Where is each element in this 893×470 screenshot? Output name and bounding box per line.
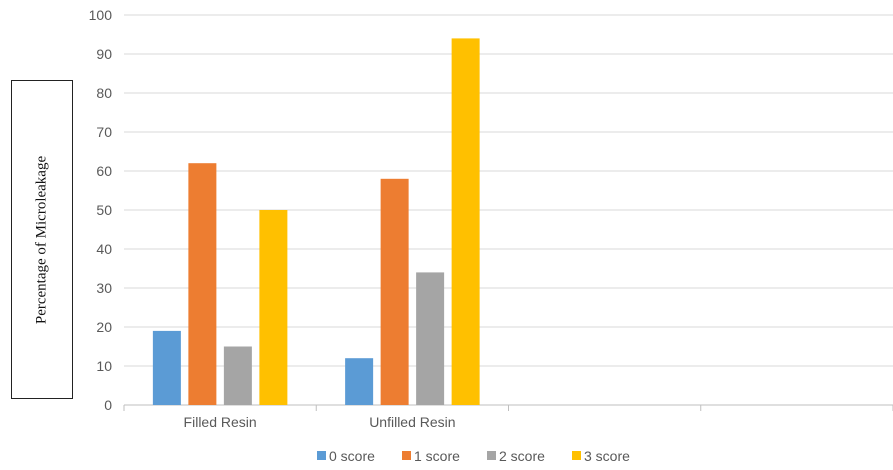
bar-3-score-1: [451, 38, 480, 406]
x-tick-label: Unfilled Resin: [369, 414, 455, 430]
x-tick-label: Filled Resin: [184, 414, 257, 430]
bar-2-score-0: [223, 346, 252, 405]
bar-1-score-0: [188, 163, 217, 405]
y-tick-label: 80: [96, 85, 112, 101]
y-tick-label: 100: [89, 7, 113, 23]
y-tick-label: 30: [96, 280, 112, 296]
legend-swatch: [572, 451, 581, 460]
legend-swatch: [317, 451, 326, 460]
y-tick-label: 20: [96, 319, 112, 335]
y-tick-label: 60: [96, 163, 112, 179]
bar-3-score-0: [259, 210, 288, 405]
bar-2-score-1: [416, 272, 445, 405]
legend-swatch: [487, 451, 496, 460]
y-tick-label: 50: [96, 202, 112, 218]
legend-label: 2 score: [499, 448, 545, 464]
y-tick-label: 40: [96, 241, 112, 257]
y-tick-label: 10: [96, 358, 112, 374]
y-tick-label: 70: [96, 124, 112, 140]
legend-label: 0 score: [329, 448, 375, 464]
bar-1-score-1: [380, 178, 409, 405]
bar-0-score-1: [345, 358, 374, 405]
y-tick-label: 0: [104, 397, 112, 413]
y-axis-label-box: Percentage of Microleakage: [11, 80, 73, 399]
legend-label: 1 score: [414, 448, 460, 464]
y-tick-label: 90: [96, 46, 112, 62]
bar-0-score-0: [152, 330, 181, 405]
legend-swatch: [402, 451, 411, 460]
legend-label: 3 score: [584, 448, 630, 464]
